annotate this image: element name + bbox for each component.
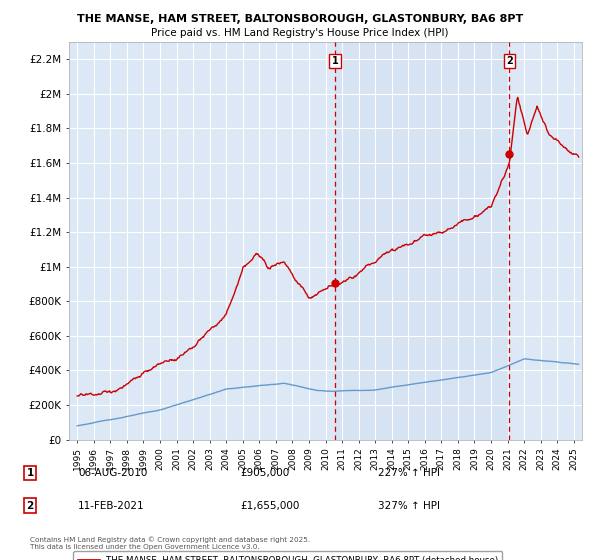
Text: £905,000: £905,000 <box>240 468 289 478</box>
Text: 327% ↑ HPI: 327% ↑ HPI <box>378 501 440 511</box>
Text: 11-FEB-2021: 11-FEB-2021 <box>78 501 145 511</box>
Legend: THE MANSE, HAM STREET, BALTONSBOROUGH, GLASTONBURY, BA6 8PT (detached house), HP: THE MANSE, HAM STREET, BALTONSBOROUGH, G… <box>73 551 502 560</box>
Text: 1: 1 <box>26 468 34 478</box>
Text: 06-AUG-2010: 06-AUG-2010 <box>78 468 148 478</box>
Text: £1,655,000: £1,655,000 <box>240 501 299 511</box>
Bar <box>335 42 509 440</box>
Text: Price paid vs. HM Land Registry's House Price Index (HPI): Price paid vs. HM Land Registry's House … <box>151 28 449 38</box>
Text: Contains HM Land Registry data © Crown copyright and database right 2025.
This d: Contains HM Land Registry data © Crown c… <box>30 536 310 550</box>
Text: 227% ↑ HPI: 227% ↑ HPI <box>378 468 440 478</box>
Text: 2: 2 <box>26 501 34 511</box>
Text: THE MANSE, HAM STREET, BALTONSBOROUGH, GLASTONBURY, BA6 8PT: THE MANSE, HAM STREET, BALTONSBOROUGH, G… <box>77 14 523 24</box>
Text: 2: 2 <box>506 56 513 66</box>
Text: 1: 1 <box>332 56 338 66</box>
